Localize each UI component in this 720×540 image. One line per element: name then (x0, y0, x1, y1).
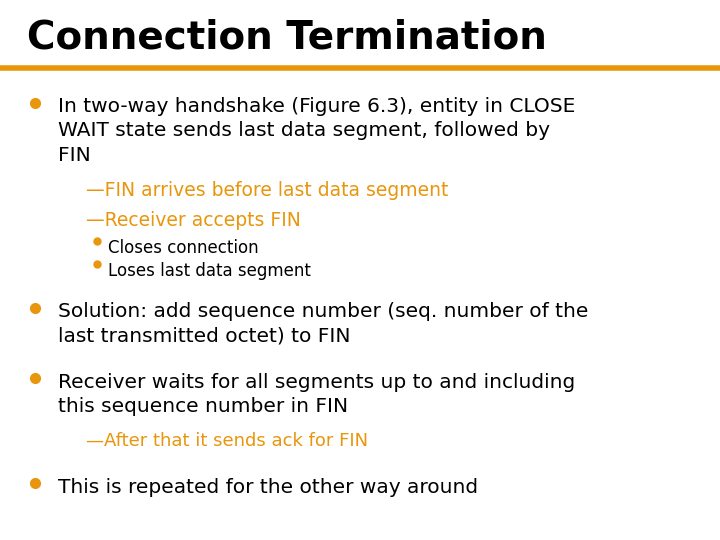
Text: This is repeated for the other way around: This is repeated for the other way aroun… (58, 478, 478, 497)
Text: —After that it sends ack for FIN: —After that it sends ack for FIN (86, 432, 369, 450)
Text: —FIN arrives before last data segment: —FIN arrives before last data segment (86, 181, 449, 200)
Text: Solution: add sequence number (seq. number of the
last transmitted octet) to FIN: Solution: add sequence number (seq. numb… (58, 302, 588, 346)
Text: —Receiver accepts FIN: —Receiver accepts FIN (86, 211, 301, 229)
Text: Connection Termination: Connection Termination (27, 19, 547, 57)
Text: Receiver waits for all segments up to and including
this sequence number in FIN: Receiver waits for all segments up to an… (58, 373, 575, 416)
Text: Loses last data segment: Loses last data segment (108, 262, 311, 280)
Text: Closes connection: Closes connection (108, 239, 258, 256)
Text: In two-way handshake (Figure 6.3), entity in CLOSE
WAIT state sends last data se: In two-way handshake (Figure 6.3), entit… (58, 97, 575, 165)
